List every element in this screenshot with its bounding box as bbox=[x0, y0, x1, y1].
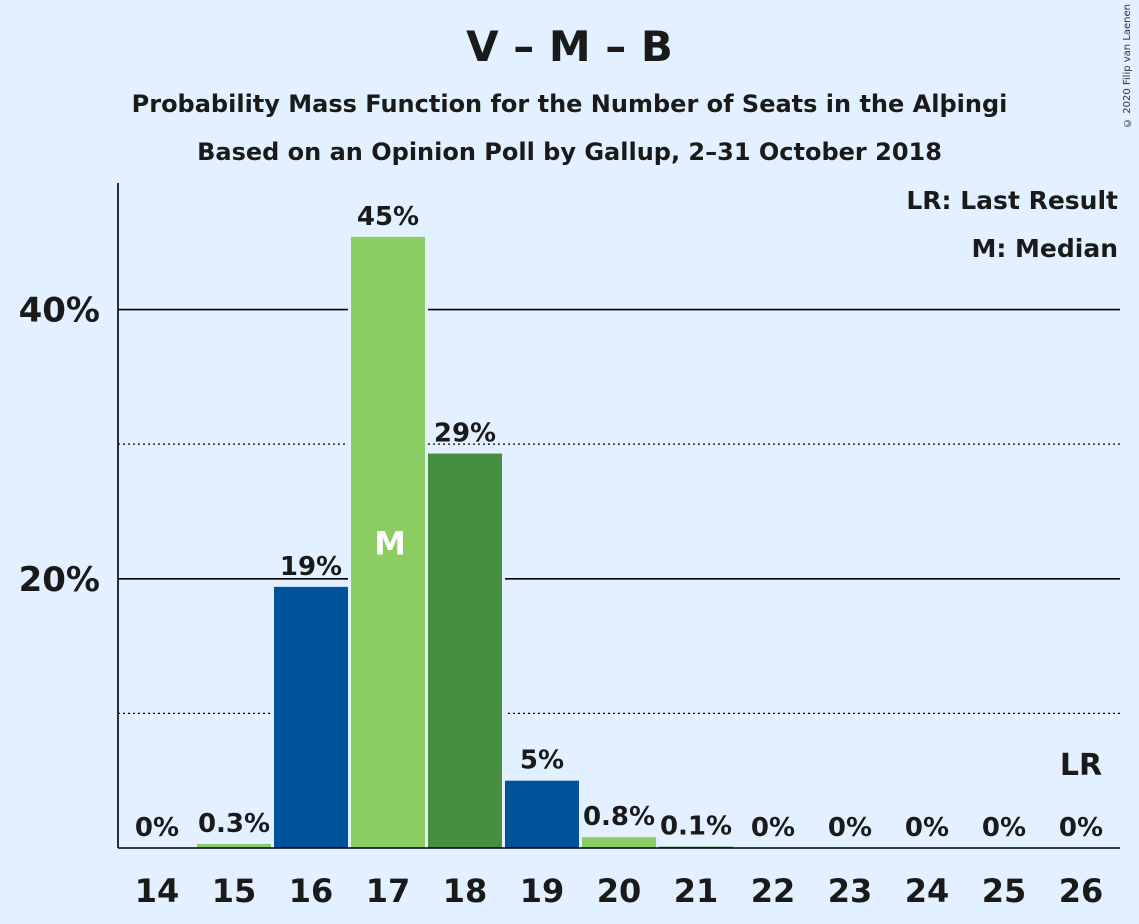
x-tick-label: 20 bbox=[597, 872, 642, 910]
x-tick-label: 17 bbox=[366, 872, 411, 910]
x-tick-label: 19 bbox=[520, 872, 565, 910]
value-label: 0% bbox=[905, 813, 949, 843]
x-tick-label: 16 bbox=[289, 872, 334, 910]
value-label: 0% bbox=[1059, 813, 1103, 843]
chart-subtitle-2: Based on an Opinion Poll by Gallup, 2–31… bbox=[197, 138, 942, 166]
last-result-marker: LR bbox=[1060, 748, 1102, 783]
value-label: 0.8% bbox=[583, 802, 655, 832]
x-tick-label: 25 bbox=[982, 872, 1027, 910]
bar-17 bbox=[351, 236, 425, 848]
value-label: 5% bbox=[520, 746, 564, 776]
x-tick-label: 26 bbox=[1059, 872, 1104, 910]
x-tick-label: 23 bbox=[828, 872, 873, 910]
x-tick-label: 24 bbox=[905, 872, 950, 910]
x-tick-label: 21 bbox=[674, 872, 719, 910]
legend-last-result: LR: Last Result bbox=[906, 186, 1118, 215]
value-label: 45% bbox=[357, 202, 419, 232]
x-tick-label: 14 bbox=[135, 872, 180, 910]
bar-19 bbox=[505, 780, 579, 848]
bar-18 bbox=[428, 453, 502, 848]
value-label: 0% bbox=[982, 813, 1026, 843]
value-label: 0.3% bbox=[198, 809, 270, 839]
bar-15 bbox=[197, 843, 271, 848]
legend-median: M: Median bbox=[971, 234, 1118, 263]
y-tick-label: 20% bbox=[19, 560, 100, 600]
y-tick-label: 40% bbox=[19, 291, 100, 331]
value-label: 29% bbox=[434, 419, 496, 449]
value-label: 19% bbox=[280, 552, 342, 582]
x-tick-label: 22 bbox=[751, 872, 796, 910]
x-tick-label: 15 bbox=[212, 872, 257, 910]
bar-20 bbox=[582, 837, 656, 848]
chart-title: V – M – B bbox=[466, 22, 673, 71]
bar-halo bbox=[656, 844, 736, 848]
median-marker: M bbox=[374, 525, 406, 563]
chart-subtitle-1: Probability Mass Function for the Number… bbox=[131, 90, 1008, 118]
value-label: 0% bbox=[135, 813, 179, 843]
value-label: 0.1% bbox=[660, 812, 732, 842]
bar-16 bbox=[274, 586, 348, 848]
x-tick-label: 18 bbox=[443, 872, 488, 910]
value-label: 0% bbox=[828, 813, 872, 843]
value-label: 0% bbox=[751, 813, 795, 843]
